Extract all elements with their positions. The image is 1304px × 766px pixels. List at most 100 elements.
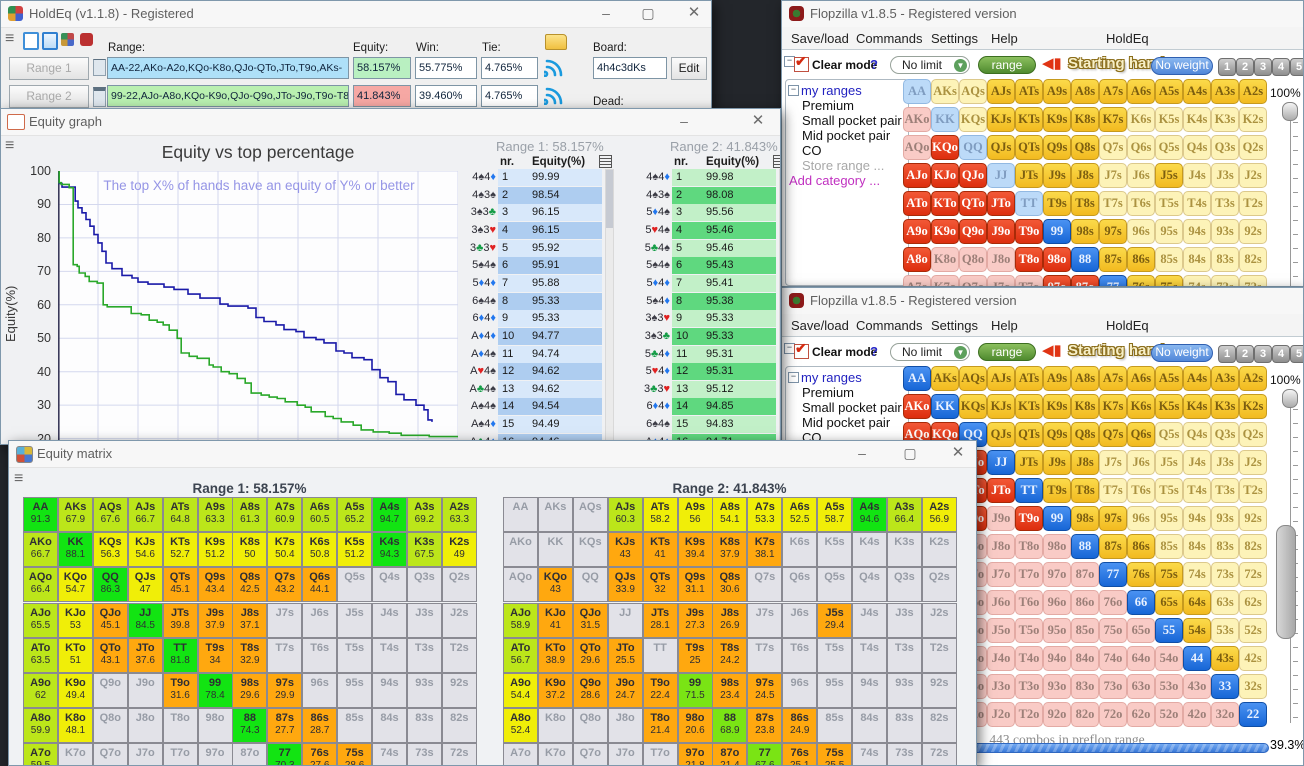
hand-cell-JTo[interactable]: JTo <box>987 191 1015 216</box>
hand-cell-65s[interactable]: 65s <box>1155 590 1183 615</box>
matrix-cell-r2-J9o[interactable]: J9o 24.7 <box>607 673 643 708</box>
hand-cell-A8o[interactable]: A8o <box>903 247 931 272</box>
hand-cell-77[interactable]: 77 <box>1099 562 1127 587</box>
matrix-cell-r2-85s[interactable]: 85s <box>817 708 853 744</box>
matrix-cell-r1-KK[interactable]: KK 88.1 <box>57 532 93 568</box>
matrix-cell-r1-JTo[interactable]: JTo 37.6 <box>127 637 163 673</box>
hand-cell-88[interactable]: 88 <box>1071 534 1099 559</box>
hand-cell-T2o[interactable]: T2o <box>1015 702 1043 727</box>
matrix-cell-r1-97s[interactable]: 97s 29.9 <box>267 673 303 708</box>
matrix-cell-r2-KTs[interactable]: KTs 41 <box>642 532 678 568</box>
hand-cell-J6o[interactable]: J6o <box>987 590 1015 615</box>
minimize-button[interactable]: – <box>858 445 866 461</box>
hand-cell-A7o[interactable]: A7o <box>903 275 931 286</box>
hand-cell-J8s[interactable]: J8s <box>1071 163 1099 188</box>
range1-stream-icon[interactable] <box>544 58 563 77</box>
hand-cell-65o[interactable]: 65o <box>1127 618 1155 643</box>
matrix-cell-r1-T5s[interactable]: T5s <box>337 637 373 673</box>
matrix-cell-r1-AJs[interactable]: AJs 66.7 <box>127 497 163 532</box>
matrix-cell-r2-AQo[interactable]: AQo <box>503 567 538 603</box>
hand-cell-AA[interactable]: AA <box>903 366 931 391</box>
hand-cell-A2s[interactable]: A2s <box>1239 366 1267 391</box>
hand-cell-TT[interactable]: TT <box>1015 191 1043 216</box>
hand-cell-72o[interactable]: 72o <box>1099 702 1127 727</box>
matrix-cell-r2-Q7o[interactable]: Q7o <box>572 743 608 765</box>
matrix-cell-r1-94s[interactable]: 94s <box>372 673 407 708</box>
matrix-cell-r1-AQs[interactable]: AQs 67.6 <box>92 497 128 532</box>
hand-cell-94s[interactable]: 94s <box>1183 219 1211 244</box>
hand-cell-Q5s[interactable]: Q5s <box>1155 135 1183 160</box>
matrix-cell-r2-T9s[interactable]: T9s 25 <box>677 637 713 673</box>
hand-cell-KQo[interactable]: KQo <box>931 135 959 160</box>
matrix-cell-r2-QTo[interactable]: QTo 29.6 <box>572 637 608 673</box>
matrix-cell-r1-ATs[interactable]: ATs 64.8 <box>162 497 198 532</box>
menu-item-holdeq[interactable]: HoldEq <box>1106 318 1149 333</box>
hand-cell-74s[interactable]: 74s <box>1183 275 1211 286</box>
matrix-cell-r2-AJo[interactable]: AJo 58.9 <box>503 602 538 638</box>
table-row[interactable]: 1694.71 <box>672 433 776 444</box>
matrix-cell-r2-K5s[interactable]: K5s <box>817 532 853 568</box>
hand-cell-44[interactable]: 44 <box>1183 646 1211 671</box>
matrix-cell-r2-J5s[interactable]: J5s 29.4 <box>817 602 853 638</box>
matrix-cell-r2-J8o[interactable]: J8o <box>607 708 643 744</box>
matrix-cell-r1-99[interactable]: 99 78.4 <box>197 673 233 708</box>
matrix-cell-r2-75s[interactable]: 75s 25.5 <box>817 743 853 765</box>
hand-cell-Q9s[interactable]: Q9s <box>1043 135 1071 160</box>
range2-button[interactable]: Range 2 <box>9 85 89 108</box>
matrix-cell-r1-QJo[interactable]: QJo 45.1 <box>92 602 128 638</box>
matrix-cell-r1-J8s[interactable]: J8s 37.1 <box>232 602 268 638</box>
hand-cell-T7o[interactable]: T7o <box>1015 275 1043 286</box>
matrix-cell-r2-K4s[interactable]: K4s <box>852 532 887 568</box>
weight-button-3[interactable]: 3 <box>1254 345 1272 363</box>
matrix-cell-r2-84s[interactable]: 84s <box>852 708 887 744</box>
hand-cell-J4s[interactable]: J4s <box>1183 163 1211 188</box>
hand-cell-J7o[interactable]: J7o <box>987 562 1015 587</box>
table-row[interactable]: 2 98.08 <box>672 186 776 204</box>
matrix-cell-r1-QJs[interactable]: QJs 47 <box>127 567 163 603</box>
table-scrollbar-thumb[interactable] <box>780 170 781 228</box>
hand-cell-Q5s[interactable]: Q5s <box>1155 422 1183 447</box>
graph-titlebar[interactable]: Equity graph – ✕ <box>1 109 780 136</box>
matrix-cell-r1-ATo[interactable]: ATo 63.5 <box>23 637 58 673</box>
matrix-cell-r2-76s[interactable]: 76s 25.1 <box>782 743 818 765</box>
hand-cell-Q2s[interactable]: Q2s <box>1239 422 1267 447</box>
hand-cell-A8s[interactable]: A8s <box>1071 366 1099 391</box>
hand-cell-93s[interactable]: 93s <box>1211 506 1239 531</box>
hand-cell-98o[interactable]: 98o <box>1043 534 1071 559</box>
hand-cell-T3s[interactable]: T3s <box>1211 191 1239 216</box>
hand-cell-K5s[interactable]: K5s <box>1155 394 1183 419</box>
matrix-cell-r2-73s[interactable]: 73s <box>886 743 922 765</box>
matrix-cell-r2-Q9o[interactable]: Q9o 28.6 <box>572 673 608 708</box>
matrix-cell-r1-J6s[interactable]: J6s <box>302 602 338 638</box>
hand-cell-72s[interactable]: 72s <box>1239 275 1267 286</box>
matrix-cell-r1-Q8o[interactable]: Q8o <box>92 708 128 744</box>
hand-cell-94o[interactable]: 94o <box>1043 646 1071 671</box>
hand-cell-J2o[interactable]: J2o <box>987 702 1015 727</box>
matrix-cell-r2-97s[interactable]: 97s 24.5 <box>747 673 783 708</box>
matrix-cell-r2-A4s[interactable]: A4s 94.6 <box>852 497 887 532</box>
hand-cell-K4s[interactable]: K4s <box>1183 394 1211 419</box>
hand-cell-J7s[interactable]: J7s <box>1099 163 1127 188</box>
hand-cell-A3s[interactable]: A3s <box>1211 79 1239 104</box>
matrix-cell-r2-A9o[interactable]: A9o 54.4 <box>503 673 538 708</box>
table-row[interactable]: 13 94.62 <box>498 380 602 398</box>
matrix-cell-r2-AQs[interactable]: AQs <box>572 497 608 532</box>
hand-cell-22[interactable]: 22 <box>1239 702 1267 727</box>
matrix-cell-r1-J7s[interactable]: J7s <box>267 602 303 638</box>
matrix-cell-r1-T3s[interactable]: T3s <box>406 637 442 673</box>
hand-cell-J9s[interactable]: J9s <box>1043 163 1071 188</box>
matrix-cell-r1-82s[interactable]: 82s <box>441 708 477 744</box>
hand-cell-93o[interactable]: 93o <box>1043 674 1071 699</box>
matrix-menu-icon[interactable]: ≡ <box>14 470 24 487</box>
hand-cell-K4s[interactable]: K4s <box>1183 107 1211 132</box>
matrix-cell-r2-T7s[interactable]: T7s <box>747 637 783 673</box>
matrix-cell-r2-93s[interactable]: 93s <box>886 673 922 708</box>
matrix-cell-r1-J2s[interactable]: J2s <box>441 602 477 638</box>
hand-cell-T7o[interactable]: T7o <box>1015 562 1043 587</box>
graph-menu-icon[interactable]: ≡ <box>5 137 15 154</box>
matrix-cell-r2-A6s[interactable]: A6s 52.5 <box>782 497 818 532</box>
matrix-cell-r1-K2s[interactable]: K2s 49 <box>441 532 477 568</box>
tree-collapse-box[interactable]: − <box>788 372 799 383</box>
matrix-cell-r2-J8s[interactable]: J8s 26.9 <box>712 602 748 638</box>
hand-cell-K6s[interactable]: K6s <box>1127 107 1155 132</box>
